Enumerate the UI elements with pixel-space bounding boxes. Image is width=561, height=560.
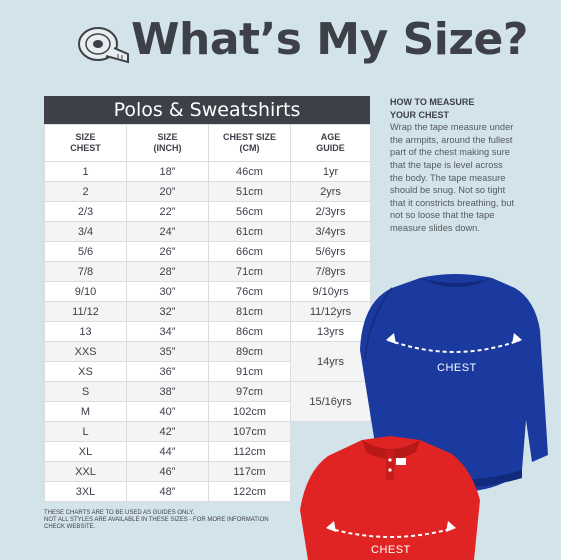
cell-cm: 66cm [208,241,291,262]
polo-illustration [300,436,480,560]
cell-inch: 46” [126,461,209,482]
column-header: CHEST SIZE (CM) [208,124,291,162]
cell-age: 14yrs [290,341,371,382]
tape-measure-icon [78,27,129,64]
table-row: 1 18” 46cm 1yr [44,161,371,182]
footnote-line: THESE CHARTS ARE TO BE USED AS GUIDES ON… [44,510,195,516]
cell-age: 13yrs [290,321,371,342]
cell-cm: 107cm [208,421,291,442]
size-chart-table: SIZE CHEST SIZE (INCH) CHEST SIZE (CM) A… [44,124,371,502]
table-row: 5/6 26” 66cm 5/6yrs [44,241,371,262]
cell-cm: 122cm [208,481,291,502]
footnotes: THESE CHARTS ARE TO BE USED AS GUIDES ON… [44,510,294,531]
cell-size: XXL [44,461,127,482]
cell-cm: 56cm [208,201,291,222]
cell-age: 9/10yrs [290,281,371,302]
table-row: 2/3 22” 56cm 2/3yrs [44,201,371,222]
table-row: M 40” 102cm [44,401,371,422]
how-to-body: Wrap the tape measure under the armpits,… [390,122,515,233]
cell-cm: 81cm [208,301,291,322]
cell-size: 3XL [44,481,127,502]
cell-inch: 26” [126,241,209,262]
table-row: 11/12 32” 81cm 11/12yrs [44,301,371,322]
footnote-line: NOT ALL STYLES ARE AVAILABLE IN THESE SI… [44,517,269,523]
table-row: 13 34” 86cm 13yrs [44,321,371,342]
cell-inch: 34” [126,321,209,342]
cell-age-empty [290,421,371,442]
cell-size: L [44,421,127,442]
cell-inch: 22” [126,201,209,222]
cell-inch: 24” [126,221,209,242]
cell-cm: 112cm [208,441,291,462]
cell-size: 3/4 [44,221,127,242]
table-row: XS 36” 91cm [44,361,371,382]
cell-size: S [44,381,127,402]
cell-age: 2yrs [290,181,371,202]
column-header-label: SIZE CHEST [70,132,101,153]
cell-inch: 20” [126,181,209,202]
how-to-title: HOW TO MEASURE [390,97,475,107]
page-title: What’s My Size? [131,14,528,65]
column-header-label: SIZE (INCH) [153,132,182,153]
cell-cm: 91cm [208,361,291,382]
table-row: L 42” 107cm [44,421,371,442]
how-to-subtitle: YOUR CHEST [390,109,450,120]
table-row: 9/10 30” 76cm 9/10yrs [44,281,371,302]
table-row: 2 20” 51cm 2yrs [44,181,371,202]
cell-size: 11/12 [44,301,127,322]
column-header-label: AGE GUIDE [316,132,345,153]
cell-inch: 32” [126,301,209,322]
cell-age: 7/8yrs [290,261,371,282]
polo-chest-label: CHEST [371,544,411,556]
table-row: XXS 35” 89cm 14yrs [44,341,371,382]
cell-cm: 117cm [208,461,291,482]
table-heading: Polos & Sweatshirts [44,96,370,124]
footnote-line: CHECK WEBSITE. [44,524,96,530]
cell-size: XXS [44,341,127,362]
sweatshirt-chest-label: CHEST [437,362,477,374]
how-to-measure: HOW TO MEASURE YOUR CHEST Wrap the tape … [390,96,516,235]
cell-age: 3/4yrs [290,221,371,242]
cell-inch: 35” [126,341,209,362]
cell-cm: 97cm [208,381,291,402]
cell-inch: 30” [126,281,209,302]
table-row: 7/8 28” 71cm 7/8yrs [44,261,371,282]
cell-inch: 38” [126,381,209,402]
table-row: XXL 46” 117cm [44,461,371,482]
cell-inch: 28” [126,261,209,282]
column-header-label: CHEST SIZE (CM) [222,132,276,153]
size-table: Polos & Sweatshirts SIZE CHEST SIZE (INC… [44,96,371,502]
cell-cm: 51cm [208,181,291,202]
cell-size: 2 [44,181,127,202]
table-header-row: SIZE CHEST SIZE (INCH) CHEST SIZE (CM) A… [44,124,371,162]
column-header: AGE GUIDE [290,124,371,162]
table-row: S 38” 97cm 15/16yrs [44,381,371,422]
cell-inch: 40” [126,401,209,422]
